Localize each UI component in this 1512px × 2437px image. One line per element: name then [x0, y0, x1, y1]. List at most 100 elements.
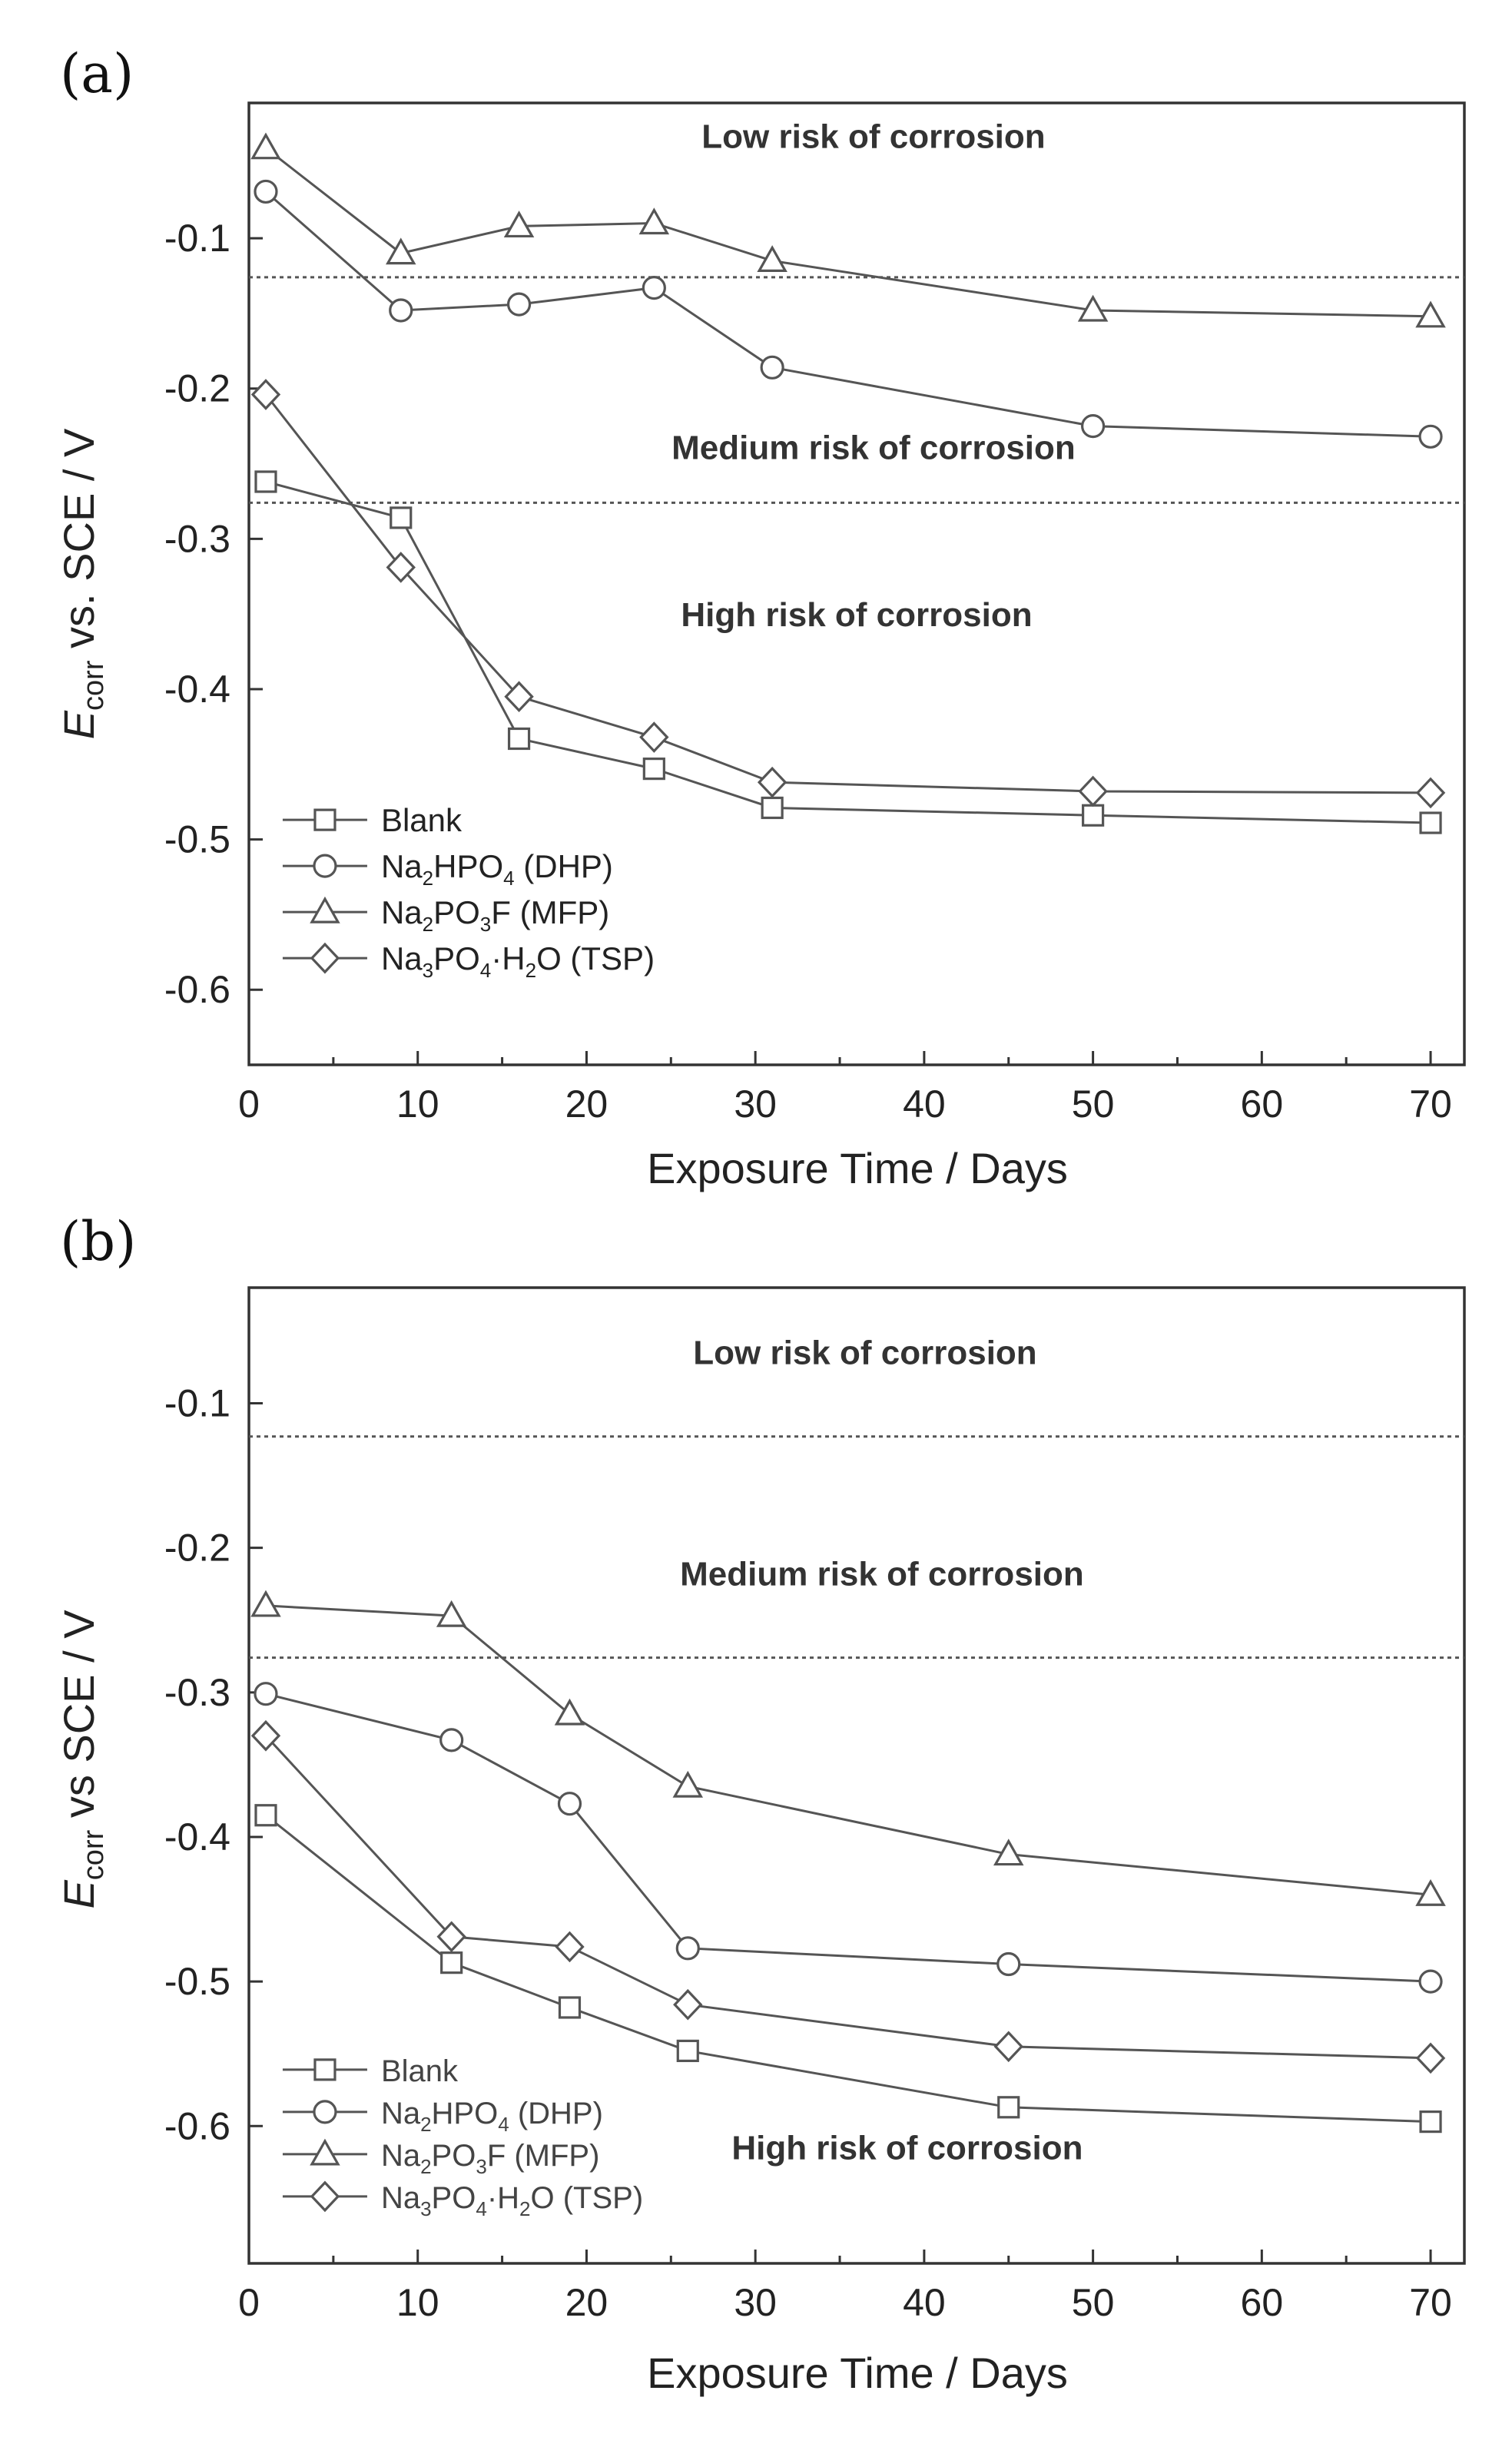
y-axis-title-b: Ecorr vs SCE / V: [55, 1610, 110, 1909]
data-point-a-diamond: [639, 721, 669, 753]
data-point-a-circle: [642, 276, 666, 300]
legend-label-a: Na2PO3F (MFP): [381, 894, 609, 936]
series-line-a-triangle: [265, 147, 1431, 318]
data-point-a-triangle: [250, 132, 281, 160]
data-point-a-diamond: [1078, 775, 1108, 807]
data-point-a-diamond: [386, 552, 416, 583]
y-axis-title-b-subscript: corr: [78, 1829, 110, 1880]
region-label-b: Medium risk of corrosion: [680, 1556, 1084, 1593]
data-point-a-square: [254, 470, 277, 493]
x-tick-label-a: 40: [903, 1083, 946, 1126]
y-axis-title-a-unit: vs. SCE / V: [55, 428, 103, 660]
y-tick-label-a: -0.6: [164, 968, 230, 1011]
series-line-b-triangle: [265, 1604, 1431, 1896]
x-tick-label-b: 40: [903, 2281, 946, 2324]
legend-label-a: Na2HPO4 (DHP): [381, 848, 613, 890]
y-axis-title-a: Ecorr vs. SCE / V: [55, 428, 110, 739]
data-point-b-diamond: [993, 2031, 1023, 2063]
data-point-a-diamond: [1415, 777, 1446, 809]
data-point-b-triangle: [554, 1698, 585, 1726]
data-point-b-triangle: [672, 1770, 704, 1798]
y-axis-title-b-unit: vs SCE / V: [55, 1610, 103, 1830]
data-point-b-circle: [439, 1728, 464, 1752]
legend-marker-a-triangle: [310, 896, 340, 923]
data-point-a-circle: [254, 179, 278, 204]
data-point-a-circle: [1418, 424, 1443, 449]
legend-marker-a-square: [313, 808, 337, 831]
y-tick-label-a: -0.1: [164, 217, 230, 260]
legend-label-b: Na2PO3F (MFP): [381, 2139, 600, 2178]
y-tick-label-b: -0.3: [164, 1671, 230, 1714]
data-point-a-triangle: [503, 211, 535, 238]
data-point-b-diamond: [250, 1719, 281, 1752]
x-tick-label-b: 0: [238, 2281, 260, 2324]
data-point-b-square: [1419, 2110, 1442, 2134]
data-point-a-circle: [389, 298, 413, 323]
data-point-b-triangle: [1415, 1878, 1446, 1906]
y-tick-label-b: -0.5: [164, 1960, 230, 2003]
legend-marker-a-diamond: [310, 942, 340, 974]
data-point-b-circle: [1418, 1969, 1443, 1994]
data-point-a-square: [390, 506, 413, 529]
data-point-a-square: [1082, 804, 1105, 827]
plot-frame-b: [247, 1286, 1466, 2265]
data-point-b-diamond: [555, 1931, 585, 1963]
panel-label-b: (b): [60, 1210, 136, 1273]
data-point-a-circle: [1081, 413, 1106, 439]
data-point-a-triangle: [1415, 300, 1446, 328]
data-point-a-square: [1419, 811, 1442, 834]
panel-a-plot-content: 0 10 20 30 40 50 60 70 -0.1 -0.2 -0.3 -0.4 -0.5 -0.6 L…: [164, 118, 1464, 1126]
y-tick-label-a: -0.2: [164, 367, 230, 410]
data-point-a-square: [642, 758, 665, 781]
data-point-b-triangle: [250, 1590, 281, 1617]
data-point-b-circle: [996, 1951, 1021, 1977]
x-tick-label-a: 10: [396, 1083, 439, 1126]
legend-label-b: Na3PO4·H2O (TSP): [381, 2181, 643, 2220]
y-axis-title-a-symbol: E: [55, 710, 103, 739]
panel-a: (a) Exposure Time / Days Ecorr vs. SCE /…: [55, 42, 1466, 1192]
legend-marker-b-diamond: [310, 2180, 340, 2213]
y-tick-label-b: -0.1: [164, 1382, 230, 1425]
region-label-a: Low risk of corrosion: [701, 118, 1045, 156]
data-point-b-square: [676, 2039, 699, 2063]
data-point-b-diamond: [1415, 2042, 1446, 2074]
data-point-a-circle: [506, 292, 532, 317]
region-label-b: Low risk of corrosion: [693, 1335, 1036, 1372]
legend-label-a: Na3PO4·H2O (TSP): [381, 940, 655, 982]
series-line-b-square: [265, 1814, 1431, 2124]
x-tick-label-b: 70: [1409, 2281, 1452, 2324]
legend-label-b: Blank: [381, 2054, 459, 2088]
plot-frame-a: [247, 101, 1466, 1066]
x-tick-label-b: 30: [734, 2281, 777, 2324]
series-line-b-diamond: [264, 1735, 1431, 2060]
data-point-b-circle: [675, 1936, 700, 1961]
data-point-a-diamond: [757, 766, 788, 798]
data-point-b-square: [997, 2096, 1020, 2119]
data-point-b-triangle: [993, 1839, 1024, 1866]
data-point-b-square: [254, 1804, 277, 1827]
data-point-b-diamond: [436, 1921, 466, 1953]
x-tick-label-a: 60: [1241, 1083, 1284, 1126]
y-tick-label-a: -0.3: [164, 517, 230, 560]
data-point-a-diamond: [250, 379, 281, 410]
data-point-b-diamond: [673, 1988, 703, 2021]
panel-b-plot-content: 0 10 20 30 40 50 60 70 -0.1 -0.2 -0.3 -0.4 -0.5 -0.6 L…: [164, 1335, 1464, 2324]
series-line-b-circle: [265, 1693, 1431, 1983]
x-tick-label-b: 20: [565, 2281, 608, 2324]
y-tick-label-b: -0.4: [164, 1815, 230, 1858]
data-point-b-square: [440, 1951, 463, 1974]
region-label-a: Medium risk of corrosion: [671, 429, 1076, 467]
legend-b: Blank Na2HPO4 (DHP)Na2PO3F (MFP)Na3PO4·H2…: [282, 2054, 643, 2220]
data-point-a-circle: [760, 355, 784, 380]
data-point-a-triangle: [757, 245, 788, 273]
x-tick-label-b: 10: [396, 2281, 439, 2324]
x-tick-label-a: 20: [565, 1083, 608, 1126]
x-tick-label-a: 70: [1409, 1083, 1452, 1126]
series-line-a-square: [265, 480, 1431, 824]
data-point-a-triangle: [638, 207, 670, 235]
legend-label-a: Blank: [381, 802, 463, 838]
y-tick-label-b: -0.6: [164, 2104, 230, 2147]
legend-a: Blank Na2HPO4 (DHP)Na2PO3F (MFP)Na3PO4·H2…: [282, 802, 655, 982]
panel-b: (b) Exposure Time / Days Ecorr vs SCE / …: [55, 1210, 1466, 2397]
region-label-b: High risk of corrosion: [731, 2130, 1083, 2167]
